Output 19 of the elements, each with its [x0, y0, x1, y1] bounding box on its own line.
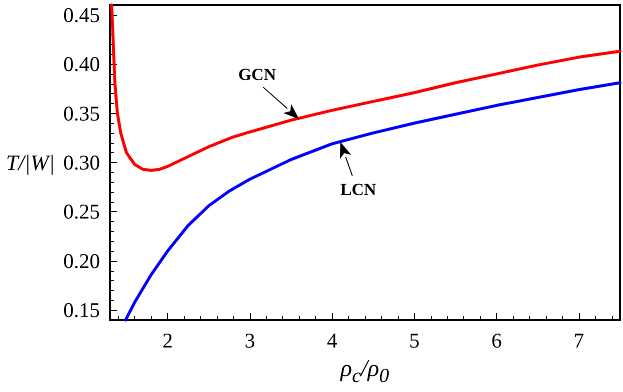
x-tick-label: 7 — [574, 328, 584, 352]
y-tick-label: 0.35 — [63, 101, 100, 126]
x-tick-label: 2 — [162, 328, 173, 352]
x-tick-label: 5 — [409, 328, 420, 352]
y-tick-label: 0.25 — [63, 200, 100, 224]
x-tick-label: 3 — [244, 328, 256, 352]
line-series — [124, 81, 622, 322]
x-tick-label: 6 — [491, 328, 502, 352]
y-tick-label: 0.20 — [63, 248, 100, 273]
line-series — [110, 4, 622, 172]
x-axis-title: ρ$_{c}$/ρ$_{0}$ — [340, 356, 390, 388]
y-tick-label: 0.45 — [63, 2, 100, 27]
y-tick-label: 0.40 — [63, 52, 100, 76]
y-tick-label: 0.15 — [63, 298, 100, 322]
x-tick-label: 4 — [326, 328, 338, 352]
annotation: GCN — [238, 65, 276, 86]
y-axis-title: T/|W| — [6, 150, 55, 176]
annotation: LCN — [340, 180, 376, 200]
y-tick-label: 0.30 — [63, 150, 100, 174]
